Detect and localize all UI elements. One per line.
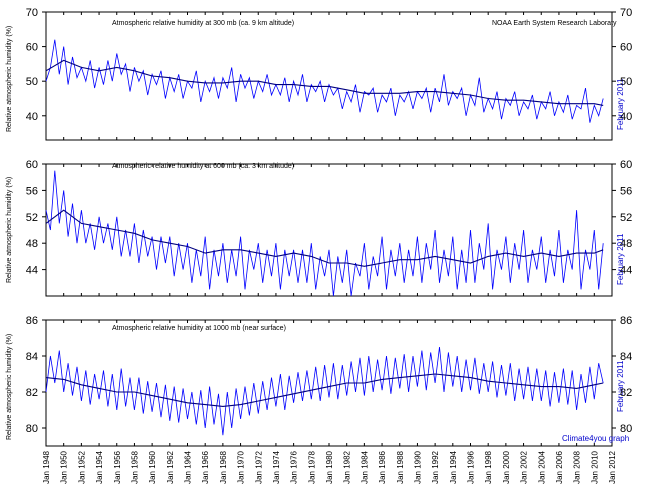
y-tick-label-right-600mb: 52	[620, 212, 632, 224]
chart-title-1000mb: Atmospheric relative humidity at 1000 mb…	[112, 325, 286, 332]
y-tick-label-right-1000mb: 84	[620, 351, 632, 363]
x-tick-label: Jan 1984	[360, 450, 369, 483]
y-tick-label-left-1000mb: 82	[26, 387, 38, 399]
y-tick-label-right-1000mb: 80	[620, 423, 632, 435]
y-tick-label-right-1000mb: 82	[620, 387, 632, 399]
panel-600mb: Atmospheric relative humidity at 600 mb …	[6, 159, 632, 297]
x-tick-label: Jan 1980	[325, 450, 334, 483]
y-tick-label-right-600mb: 48	[620, 238, 632, 250]
y-tick-label-right-600mb: 56	[620, 185, 632, 197]
x-tick-label: Jan 1966	[201, 450, 210, 483]
side-note-1000mb: February 2011	[616, 360, 625, 412]
x-tick-label: Jan 1970	[237, 450, 246, 483]
y-axis-label-600mb: Relative atmospheric humidity (%)	[6, 177, 13, 283]
y-tick-label-left-1000mb: 84	[26, 351, 38, 363]
y-tick-label-left-600mb: 52	[26, 212, 38, 224]
x-tick-label: Jan 1994	[449, 450, 458, 483]
x-tick-label: Jan 1962	[166, 450, 175, 483]
smoothed-series-600mb	[45, 209, 604, 267]
smoothed-series-1000mb	[45, 373, 604, 407]
x-tick-label: Jan 2010	[590, 450, 599, 483]
x-tick-label: Jan 1964	[184, 450, 193, 483]
y-tick-label-left-600mb: 60	[26, 159, 38, 171]
y-tick-label-left-300mb: 40	[26, 111, 38, 123]
panel-300mb: Atmospheric relative humidity at 300 mb …	[6, 7, 632, 141]
y-tick-label-left-300mb: 50	[26, 76, 38, 88]
monthly-series-300mb	[45, 39, 604, 123]
x-axis: Jan 1948 Jan 1950 Jan 1952 Jan 1954 Jan 1956…	[42, 450, 617, 483]
y-axis-label-300mb: Relative atmospheric humidity (%)	[6, 26, 13, 132]
x-tick-label: Jan 1956	[113, 450, 122, 483]
x-tick-label: Jan 2006	[555, 450, 564, 483]
y-tick-label-left-300mb: 60	[26, 42, 38, 54]
y-tick-label-right-1000mb: 86	[620, 315, 632, 327]
x-tick-label: Jan 1974	[272, 450, 281, 483]
x-tick-label: Jan 2002	[520, 450, 529, 483]
x-tick-label: Jan 1954	[95, 450, 104, 483]
x-tick-label: Jan 1952	[77, 450, 86, 483]
x-tick-label: Jan 1992	[431, 450, 440, 483]
monthly-series-1000mb	[45, 346, 604, 436]
ticks-600mb: 44 44 48 48 52 52 56 56 60 60	[26, 159, 632, 296]
plot-frame-300mb	[45, 11, 613, 141]
chart-title-300mb: Atmospheric relative humidity at 300 mb …	[112, 20, 294, 27]
x-tick-label: Jan 1976	[290, 450, 299, 483]
x-tick-label: Jan 2008	[573, 450, 582, 483]
y-tick-label-left-300mb: 70	[26, 7, 38, 19]
x-tick-label: Jan 1960	[148, 450, 157, 483]
x-tick-label: Jan 1978	[307, 450, 316, 483]
x-tick-label: Jan 1986	[378, 450, 387, 483]
y-tick-label-left-1000mb: 86	[26, 315, 38, 327]
source-label: NOAA Earth System Research Laboraty	[492, 20, 617, 27]
y-tick-label-right-600mb: 44	[620, 265, 632, 277]
y-axis-label-1000mb: Relative atmospheric humidity (%)	[6, 334, 13, 440]
x-tick-label: Jan 2000	[502, 450, 511, 483]
x-tick-label: Jan 1950	[60, 450, 69, 483]
x-tick-label: Jan 1972	[254, 450, 263, 483]
ticks-300mb: 40 40 50 50 60 60 70 70	[26, 7, 632, 140]
chart-title-600mb: Atmospheric relative humidity at 600 mb …	[112, 163, 294, 170]
x-tick-label: Jan 2012	[608, 450, 617, 483]
x-tick-label: Jan 1988	[396, 450, 405, 483]
x-tick-label: Jan 1998	[484, 450, 493, 483]
y-tick-label-right-300mb: 50	[620, 76, 632, 88]
y-tick-label-left-600mb: 48	[26, 238, 38, 250]
x-tick-label: Jan 1990	[413, 450, 422, 483]
x-tick-label: Jan 1958	[130, 450, 139, 483]
smoothed-series-300mb	[45, 59, 604, 106]
panel-1000mb: Atmospheric relative humidity at 1000 mb…	[6, 315, 632, 447]
side-note-300mb: February 2011	[616, 78, 625, 130]
x-tick-label: Jan 1948	[42, 450, 51, 483]
x-tick-label: Jan 1982	[343, 450, 352, 483]
x-tick-label: Jan 2004	[537, 450, 546, 483]
monthly-series-600mb	[45, 170, 604, 297]
y-tick-label-left-1000mb: 80	[26, 423, 38, 435]
side-note-600mb: February 2011	[616, 233, 625, 285]
y-tick-label-right-300mb: 60	[620, 42, 632, 54]
x-tick-label: Jan 1996	[467, 450, 476, 483]
ticks-1000mb: 80 80 82 82 84 84 86 86	[26, 315, 632, 446]
y-tick-label-right-600mb: 60	[620, 159, 632, 171]
y-tick-label-left-600mb: 44	[26, 265, 38, 277]
credit-label: Climate4you graph	[562, 434, 629, 443]
y-tick-label-left-600mb: 56	[26, 185, 38, 197]
x-tick-label: Jan 1968	[219, 450, 228, 483]
y-tick-label-right-300mb: 70	[620, 7, 632, 19]
y-tick-label-right-300mb: 40	[620, 111, 632, 123]
